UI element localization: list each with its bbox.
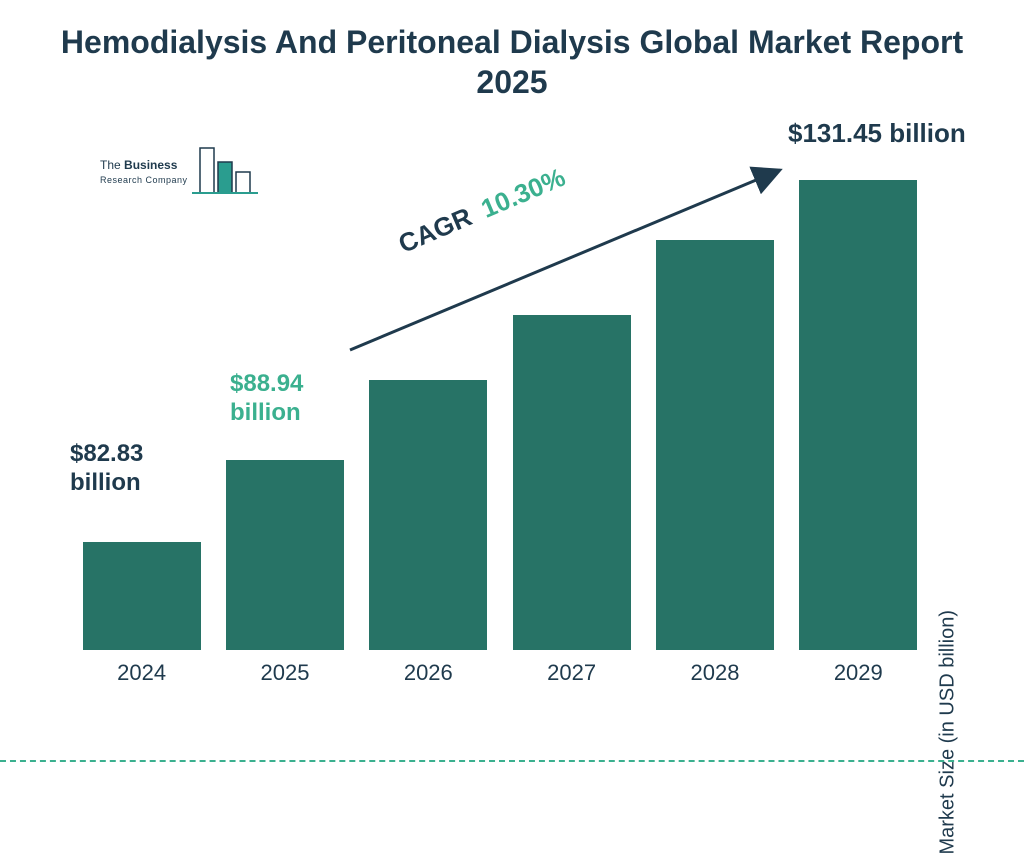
bar-wrap-2028 [655, 240, 775, 650]
bar-2028 [656, 240, 774, 650]
chart-title: Hemodialysis And Peritoneal Dialysis Glo… [0, 0, 1024, 112]
bar-2027 [513, 315, 631, 650]
x-axis-labels: 2024 2025 2026 2027 2028 2029 [70, 654, 930, 690]
xlabel-2024: 2024 [82, 654, 202, 690]
xlabel-2028: 2028 [655, 654, 775, 690]
annotation-2025: $88.94 billion [230, 370, 360, 428]
bar-wrap-2025 [225, 460, 345, 650]
bar-wrap-2024 [82, 542, 202, 650]
annotation-2024: $82.83 billion [70, 440, 200, 498]
bar-wrap-2026 [368, 380, 488, 650]
annotation-2029: $131.45 billion [788, 118, 988, 149]
bar-2025 [226, 460, 344, 650]
bars-container [70, 150, 930, 650]
xlabel-2026: 2026 [368, 654, 488, 690]
bar-2026 [369, 380, 487, 650]
xlabel-2025: 2025 [225, 654, 345, 690]
bar-2024 [83, 542, 201, 650]
bar-wrap-2029 [798, 180, 918, 650]
xlabel-2029: 2029 [798, 654, 918, 690]
bar-2029 [799, 180, 917, 650]
xlabel-2027: 2027 [512, 654, 632, 690]
y-axis-label: Market Size (in USD billion) [937, 610, 960, 855]
bar-wrap-2027 [512, 315, 632, 650]
bottom-dashed-border [0, 760, 1024, 762]
